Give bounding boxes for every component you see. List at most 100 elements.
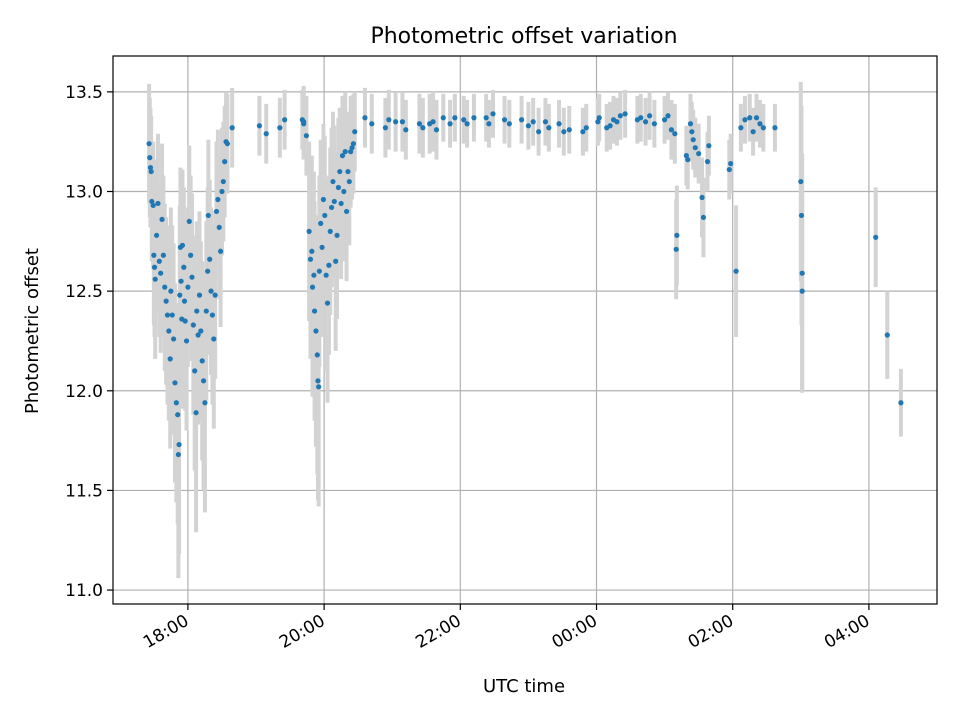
data-point	[311, 308, 318, 314]
data-point	[173, 400, 179, 406]
data-point	[430, 119, 436, 125]
data-point	[146, 141, 152, 147]
data-point	[501, 117, 508, 123]
x-tick-label: 20:00	[276, 611, 328, 653]
data-point	[399, 119, 406, 125]
data-point	[546, 125, 552, 131]
data-point	[622, 111, 628, 117]
data-point	[322, 212, 328, 219]
data-point	[156, 258, 162, 264]
data-point	[700, 214, 707, 221]
data-point	[674, 232, 680, 238]
data-point	[580, 129, 586, 135]
data-point	[309, 248, 315, 254]
data-point	[213, 208, 220, 215]
data-point	[687, 121, 694, 127]
data-point	[757, 121, 763, 127]
data-point	[342, 149, 348, 155]
data-point	[163, 298, 169, 304]
x-axis-label: UTC time	[483, 676, 565, 697]
data-point	[171, 336, 177, 342]
data-point	[352, 129, 358, 135]
data-point	[471, 115, 477, 121]
data-point	[202, 400, 208, 406]
data-point	[299, 117, 305, 123]
data-point	[277, 125, 283, 131]
data-point	[798, 212, 805, 219]
y-tick-label: 11.0	[65, 581, 103, 601]
data-point	[323, 272, 329, 278]
data-point	[307, 256, 314, 262]
data-point	[224, 141, 231, 147]
data-point	[188, 252, 194, 258]
data-point	[483, 115, 489, 121]
data-point	[194, 308, 200, 314]
data-point	[256, 123, 263, 129]
data-point	[314, 352, 320, 358]
data-point	[185, 284, 191, 290]
data-point	[728, 161, 734, 167]
y-tick-label: 12.5	[65, 282, 103, 302]
y-axis-label: Photometric offset	[22, 248, 43, 414]
data-point	[651, 121, 657, 127]
data-point	[486, 121, 492, 127]
data-point	[149, 198, 155, 205]
x-tick-label: 22:00	[412, 611, 464, 653]
data-point	[155, 200, 161, 207]
chart-title: Photometric offset variation	[370, 24, 677, 49]
data-point	[798, 178, 804, 185]
data-point	[182, 318, 188, 324]
data-point	[440, 115, 446, 121]
data-point	[638, 115, 644, 121]
data-point	[690, 137, 696, 143]
data-point	[753, 115, 760, 121]
data-point	[222, 159, 228, 165]
data-point	[327, 228, 333, 234]
data-point	[208, 288, 214, 294]
data-point	[205, 212, 211, 219]
data-point	[162, 284, 168, 290]
y-tick-label: 13.0	[65, 183, 103, 203]
data-point	[334, 232, 340, 238]
data-point	[747, 115, 753, 121]
grid-lines	[113, 56, 937, 604]
data-point	[313, 328, 319, 334]
data-point	[175, 412, 181, 418]
data-point	[328, 204, 335, 211]
data-point	[282, 117, 288, 123]
data-point	[595, 119, 601, 125]
data-point	[420, 125, 426, 131]
data-point	[362, 115, 368, 121]
data-point	[148, 168, 154, 175]
data-point	[647, 113, 653, 119]
data-point	[617, 113, 623, 119]
data-point	[536, 129, 542, 135]
data-point	[345, 168, 351, 175]
data-point	[335, 184, 342, 191]
data-point	[447, 121, 453, 127]
data-point	[799, 270, 805, 276]
data-point	[151, 252, 157, 258]
data-point	[403, 127, 409, 133]
data-point	[662, 117, 668, 123]
y-tick-label: 12.0	[65, 382, 103, 402]
data-point	[738, 125, 744, 131]
data-point	[192, 368, 198, 374]
data-point	[324, 300, 331, 306]
data-point	[518, 117, 525, 123]
data-point	[704, 159, 711, 165]
data-point	[316, 384, 322, 390]
data-point	[217, 248, 224, 254]
data-point	[665, 113, 671, 119]
data-point	[561, 129, 567, 135]
data-point	[696, 151, 702, 157]
data-point	[198, 328, 204, 334]
data-point	[220, 178, 226, 185]
data-point	[200, 378, 207, 384]
data-point	[672, 131, 678, 137]
data-point	[689, 129, 695, 135]
data-point	[750, 129, 756, 135]
data-point	[166, 328, 172, 334]
data-point	[506, 121, 512, 127]
data-point	[461, 117, 467, 123]
